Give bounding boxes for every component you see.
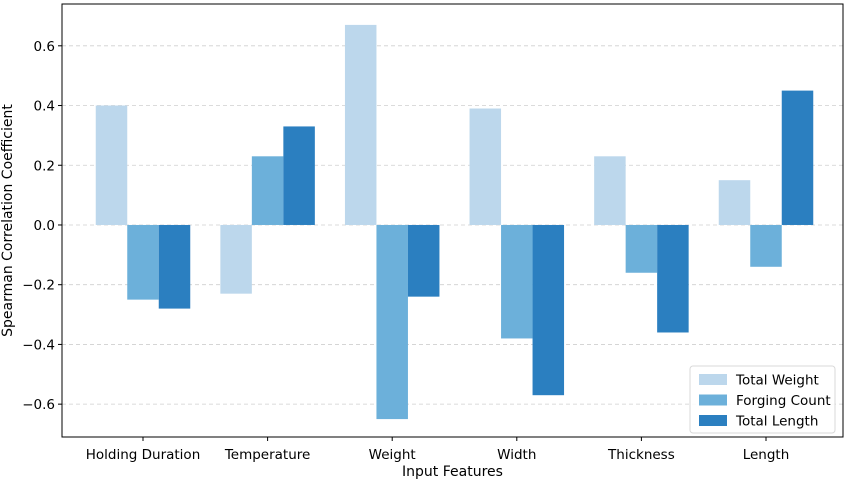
- axes-frame: [61, 3, 844, 438]
- bar-total-weight: [718, 180, 751, 225]
- bar-total-weight: [594, 156, 626, 225]
- y-tick-label: 0.4: [34, 99, 55, 115]
- y-tick-label: −0.4: [22, 337, 55, 353]
- legend-label: Total Weight: [735, 373, 819, 389]
- x-axis-label: Input Features: [402, 464, 503, 480]
- y-tick-label: 0.0: [34, 218, 55, 234]
- bar-total-length: [657, 224, 689, 333]
- y-tick-label: −0.2: [22, 278, 55, 294]
- y-tick-label: 0.2: [34, 158, 55, 174]
- legend-swatch: [699, 374, 727, 385]
- legend-swatch: [699, 415, 727, 426]
- bar-total-length: [283, 126, 315, 225]
- bar-forging-count: [501, 224, 533, 339]
- bar-forging-count: [750, 224, 782, 267]
- bar-forging-count: [376, 224, 408, 420]
- bar-total-length: [532, 224, 565, 396]
- bar-total-weight: [220, 224, 252, 294]
- x-tick-label: Width: [497, 447, 536, 463]
- bar-forging-count: [251, 156, 284, 225]
- x-tick-label: Temperature: [224, 447, 311, 463]
- legend-label: Total Length: [735, 414, 818, 430]
- y-axis-ticks: −0.6 −0.4 −0.2 0.0 0.2 0.4 0.6: [22, 39, 62, 413]
- legend-swatch: [699, 394, 727, 406]
- bars: [95, 24, 814, 420]
- bar-total-weight: [95, 105, 128, 225]
- x-tick-label: Thickness: [607, 447, 675, 463]
- legend: Total Weight Forging Count Total Length: [689, 365, 836, 434]
- x-tick-label: Weight: [369, 447, 416, 463]
- x-axis-ticks: Holding Duration Temperature Weight Width Th…: [86, 437, 790, 463]
- bar-total-length: [407, 224, 440, 297]
- bar-forging-count: [625, 224, 658, 273]
- y-tick-label: 0.6: [34, 39, 55, 55]
- x-tick-label: Length: [743, 447, 790, 463]
- y-axis-label: Spearman Correlation Coefficient: [0, 104, 16, 337]
- bar-forging-count: [127, 224, 159, 300]
- x-tick-label: Holding Duration: [86, 447, 201, 463]
- bar-total-weight: [344, 24, 377, 225]
- bar-total-length: [781, 90, 814, 225]
- y-tick-label: −0.6: [22, 397, 55, 413]
- legend-label: Forging Count: [736, 393, 831, 409]
- bar-total-weight: [469, 108, 502, 225]
- bar-total-length: [158, 224, 191, 309]
